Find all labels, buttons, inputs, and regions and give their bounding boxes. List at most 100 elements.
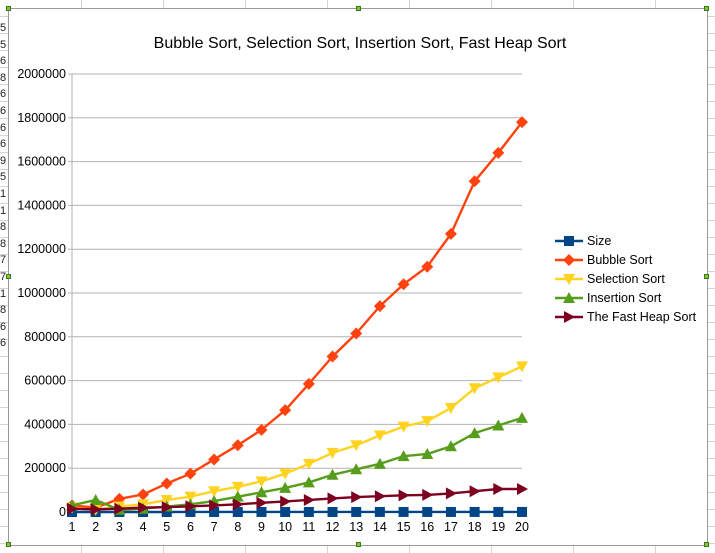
x-tick-label: 10	[278, 520, 292, 534]
data-point-bubble-sort	[232, 439, 244, 451]
data-point-size	[399, 507, 409, 517]
y-tick-label: 200000	[24, 461, 66, 475]
row-stub-cell: 6	[0, 319, 8, 335]
row-stub-cell: 5	[0, 37, 8, 53]
resize-handle-right[interactable]	[704, 274, 709, 279]
x-tick-label: 11	[302, 520, 315, 534]
y-tick-label: 1200000	[17, 242, 66, 256]
row-stub-cell: 8	[0, 219, 8, 235]
y-tick-label: 1600000	[17, 155, 66, 169]
data-point-the-fast-heap-sort	[493, 483, 504, 495]
y-tick-label: 1800000	[17, 111, 66, 125]
legend-label: Size	[587, 234, 611, 248]
legend-entry: Bubble Sort	[555, 253, 653, 267]
x-tick-label: 20	[515, 520, 529, 534]
x-tick-label: 7	[211, 520, 218, 534]
y-tick-label: 800000	[24, 330, 66, 344]
data-point-insertion-sort	[445, 440, 457, 451]
data-point-size	[328, 507, 338, 517]
x-tick-label: 18	[468, 520, 482, 534]
y-tick-label: 600000	[24, 374, 66, 388]
row-stub-cell: 6	[0, 120, 8, 136]
data-point-the-fast-heap-sort	[517, 483, 528, 495]
data-point-the-fast-heap-sort	[399, 489, 410, 501]
legend-entry: The Fast Heap Sort	[555, 310, 697, 324]
legend-marker	[563, 254, 575, 266]
resize-handle-top-left[interactable]	[6, 6, 11, 11]
x-tick-label: 5	[163, 520, 170, 534]
x-tick-label: 1	[69, 520, 76, 534]
legend-label: Bubble Sort	[587, 253, 653, 267]
legend-marker	[564, 236, 574, 246]
data-point-the-fast-heap-sort	[470, 485, 481, 497]
resize-handle-bottom-left[interactable]	[6, 542, 11, 547]
data-point-bubble-sort	[137, 488, 149, 500]
data-point-size	[256, 507, 266, 517]
chart-frame[interactable]: Bubble Sort, Selection Sort, Insertion S…	[8, 8, 708, 546]
resize-handle-top-right[interactable]	[704, 6, 709, 11]
y-tick-label: 2000000	[17, 67, 66, 81]
data-point-size	[280, 507, 290, 517]
data-point-the-fast-heap-sort	[328, 492, 339, 504]
data-point-insertion-sort	[90, 494, 102, 505]
row-stub-cell: 8	[0, 236, 8, 252]
resize-handle-left[interactable]	[6, 274, 11, 279]
data-point-the-fast-heap-sort	[446, 487, 457, 499]
row-stub-cell: 5	[0, 169, 8, 185]
data-point-size	[470, 507, 480, 517]
legend-entry: Selection Sort	[555, 272, 665, 286]
data-point-bubble-sort	[184, 468, 196, 480]
x-tick-label: 13	[349, 520, 363, 534]
row-stub-cell: 8	[0, 302, 8, 318]
x-tick-label: 12	[326, 520, 340, 534]
resize-handle-top[interactable]	[356, 6, 361, 11]
row-stub-cell: 1	[0, 186, 8, 202]
row-stub-cell: 6	[0, 136, 8, 152]
row-stub-cell: 9	[0, 153, 8, 169]
data-point-bubble-sort	[208, 453, 220, 465]
legend-label: Selection Sort	[587, 272, 665, 286]
row-stub-cell: 1	[0, 203, 8, 219]
data-point-size	[517, 507, 527, 517]
data-point-size	[375, 507, 385, 517]
legend-label: The Fast Heap Sort	[587, 310, 697, 324]
chart-svg: Bubble Sort, Selection Sort, Insertion S…	[9, 9, 709, 547]
series-the-fast-heap-sort	[67, 483, 528, 515]
row-stub-cell: 1	[0, 286, 8, 302]
data-point-bubble-sort	[161, 478, 173, 490]
row-stub-cell: 7	[0, 252, 8, 268]
series-layer	[66, 116, 528, 517]
legend-marker	[564, 311, 575, 323]
legend-entry: Insertion Sort	[555, 291, 662, 305]
y-tick-label: 1000000	[17, 286, 66, 300]
x-tick-label: 6	[187, 520, 194, 534]
data-point-insertion-sort	[516, 412, 528, 423]
data-point-size	[446, 507, 456, 517]
data-point-selection-sort	[327, 448, 339, 459]
series-insertion-sort	[66, 412, 528, 515]
legend-label: Insertion Sort	[587, 291, 662, 305]
legend: Size Bubble Sort Selection Sort Insertion S…	[555, 234, 697, 324]
data-point-the-fast-heap-sort	[351, 491, 362, 503]
row-stub-cell: 6	[0, 335, 8, 351]
resize-handle-bottom[interactable]	[356, 542, 361, 547]
row-stub-cell: 5	[0, 20, 8, 36]
chart-title: Bubble Sort, Selection Sort, Insertion S…	[154, 35, 567, 52]
row-stub-cell: 6	[0, 53, 8, 69]
x-tick-label: 14	[373, 520, 387, 534]
x-tick-label: 3	[116, 520, 123, 534]
data-point-size	[304, 507, 314, 517]
row-stub-cell: 8	[0, 70, 8, 86]
resize-handle-bottom-right[interactable]	[704, 542, 709, 547]
x-tick-label: 8	[234, 520, 241, 534]
series-line-selection-sort	[72, 366, 522, 509]
x-tick-label: 19	[491, 520, 505, 534]
data-point-the-fast-heap-sort	[375, 490, 386, 502]
y-tick-label: 1400000	[17, 198, 66, 212]
data-point-selection-sort	[516, 361, 528, 372]
row-stub-cell: 6	[0, 103, 8, 119]
data-point-selection-sort	[445, 403, 457, 414]
gridlines	[72, 74, 522, 512]
y-tick-label: 400000	[24, 417, 66, 431]
y-tick-label: 0	[59, 505, 66, 519]
